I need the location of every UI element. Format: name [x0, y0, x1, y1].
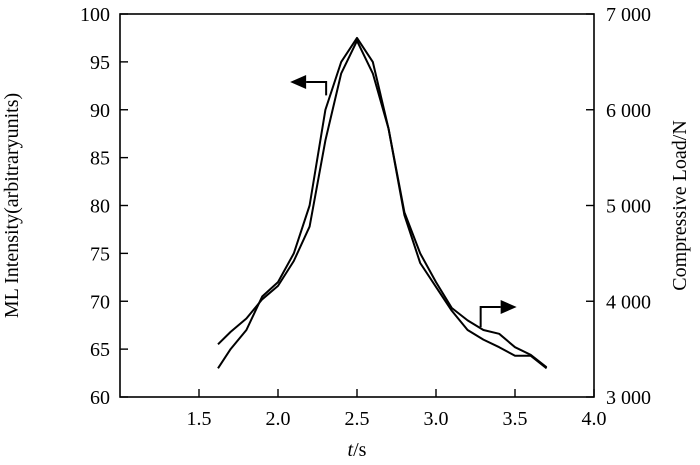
y-left-tick-label: 100	[80, 4, 110, 26]
plot-frame	[119, 13, 595, 398]
x-tick-label: 2.5	[345, 408, 370, 430]
left-arrow-head-icon	[290, 75, 307, 89]
y-left-tick-label: 75	[90, 243, 110, 265]
left-axis-arrow-line	[306, 81, 328, 96]
y-right-tick-label: 7 000	[606, 4, 651, 26]
y-left-tick-label: 60	[90, 387, 110, 409]
series-line-compressive-load	[217, 39, 548, 369]
y-right-axis-label: Compressive Load/N	[669, 120, 691, 291]
y-left-axis-label: ML Intensity(arbitraryunits)	[1, 93, 23, 318]
y-right-tick-label: 6 000	[606, 100, 651, 122]
y-right-tick-label: 4 000	[606, 291, 651, 313]
y-right-tick-label: 3 000	[606, 387, 651, 409]
tick-group: 1.5 2.0 2.5 3.0 3.5 4.0 60 65 70 75 80 85 90 95 100 3 0…	[80, 4, 651, 430]
y-left-tick-label: 85	[90, 148, 110, 170]
right-arrow-head-icon	[500, 300, 517, 314]
series-group	[217, 36, 548, 370]
y-left-tick-label: 65	[90, 339, 110, 361]
y-right-tick-label: 5 000	[606, 196, 651, 218]
annotation-group	[290, 75, 517, 328]
x-tick-label: 2.0	[266, 408, 291, 430]
x-tick-label: 4.0	[582, 408, 607, 430]
x-axis-label-var: t	[348, 439, 354, 461]
x-tick-label: 1.5	[187, 408, 212, 430]
x-axis-label-unit: /s	[353, 439, 367, 461]
series-line-ml-intensity	[217, 36, 548, 370]
x-axis-label: t/s	[348, 439, 367, 461]
y-left-tick-label: 80	[90, 196, 110, 218]
y-left-tick-label: 70	[90, 291, 110, 313]
x-tick-label: 3.5	[503, 408, 528, 430]
x-tick-label: 3.0	[424, 408, 449, 430]
y-left-tick-label: 95	[90, 52, 110, 74]
right-axis-arrow-line	[479, 306, 501, 328]
y-left-tick-label: 90	[90, 100, 110, 122]
